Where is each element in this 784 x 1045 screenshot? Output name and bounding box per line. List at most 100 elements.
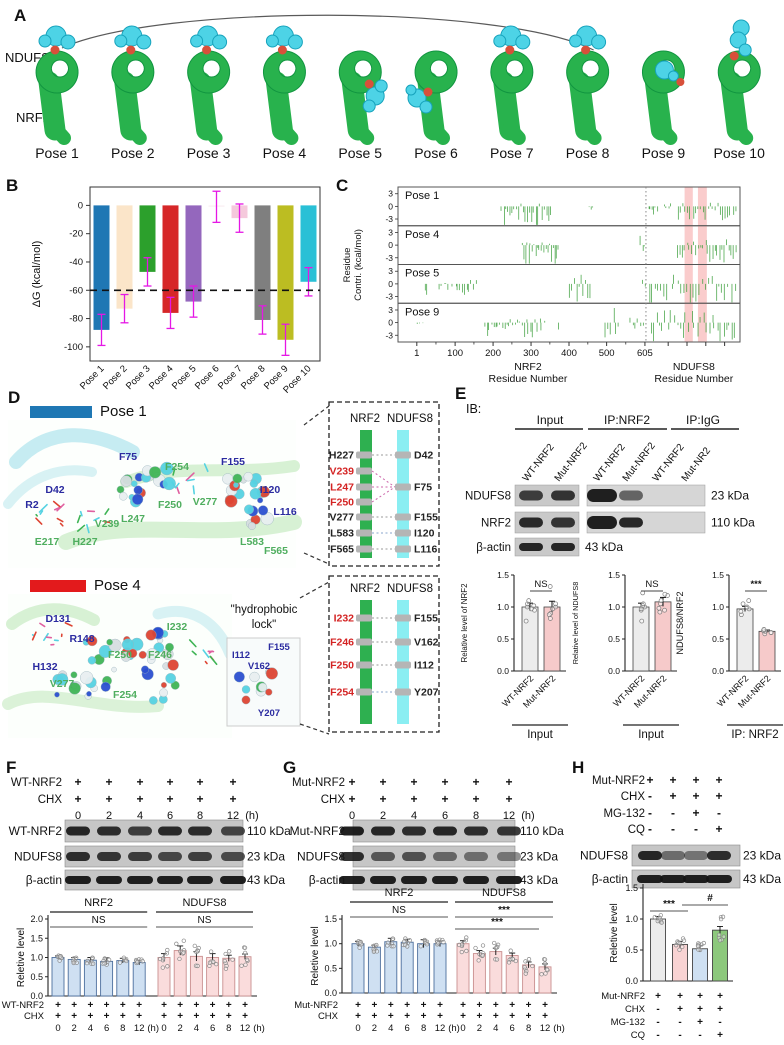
- pose1-legend-label: Pose 1: [100, 403, 147, 420]
- svg-text:-: -: [656, 1004, 659, 1015]
- svg-text:Residue Number: Residue Number: [654, 373, 733, 385]
- svg-text:+: +: [104, 1011, 110, 1022]
- bar: [189, 955, 203, 997]
- svg-text:43 kDa: 43 kDa: [520, 873, 558, 887]
- svg-text:+: +: [697, 991, 703, 1002]
- svg-text:+: +: [355, 1011, 361, 1022]
- svg-text:1.0: 1.0: [30, 953, 43, 963]
- svg-text:6: 6: [510, 1023, 515, 1034]
- svg-text:NS: NS: [92, 915, 106, 926]
- svg-text:-3: -3: [385, 330, 393, 340]
- svg-text:(h): (h): [245, 810, 258, 822]
- svg-text:6: 6: [442, 810, 448, 822]
- svg-text:0.5: 0.5: [625, 945, 638, 955]
- svg-text:I112: I112: [414, 660, 434, 672]
- svg-text:+: +: [472, 775, 479, 789]
- svg-text:-3: -3: [385, 292, 393, 302]
- svg-text:F75: F75: [414, 482, 432, 494]
- svg-text:Mut-NRF2: Mut-NRF2: [290, 824, 346, 838]
- svg-text:Reletive level: Reletive level: [310, 926, 321, 985]
- svg-text:F155: F155: [414, 613, 438, 625]
- svg-text:+: +: [421, 1011, 427, 1022]
- bar: [116, 205, 133, 309]
- svg-text:V277: V277: [193, 496, 218, 508]
- svg-text:0.0: 0.0: [712, 666, 724, 676]
- pose-figure: [35, 25, 79, 145]
- svg-text:L247: L247: [330, 482, 354, 494]
- svg-text:NDUFS8: NDUFS8: [182, 897, 226, 909]
- svg-text:***: ***: [491, 917, 503, 928]
- svg-text:+: +: [542, 1000, 548, 1011]
- svg-text:***: ***: [663, 899, 675, 910]
- svg-text:(h): (h): [448, 1023, 460, 1034]
- blot-strip: [64, 869, 244, 891]
- bar: [543, 606, 561, 672]
- svg-text:+: +: [177, 1011, 183, 1022]
- bar: [654, 601, 672, 672]
- svg-text:0: 0: [355, 1023, 360, 1034]
- svg-text:1.5: 1.5: [324, 914, 337, 924]
- svg-text:+: +: [509, 1000, 515, 1011]
- svg-text:Pose 1: Pose 1: [405, 190, 439, 202]
- svg-text:+: +: [717, 991, 723, 1002]
- svg-text:8: 8: [473, 810, 479, 822]
- svg-text:100: 100: [447, 348, 463, 359]
- panel-label-h: H: [572, 758, 585, 777]
- bar: [417, 943, 431, 994]
- svg-text:+: +: [505, 792, 512, 806]
- svg-text:+: +: [210, 1000, 216, 1011]
- svg-text:1.5: 1.5: [712, 570, 724, 580]
- pose1-pairing-diagram: NRF2 NDUFS8 H227 V239 L247 F250 V277 L583 F565 D4…: [328, 401, 440, 567]
- svg-text:-: -: [648, 822, 652, 836]
- svg-text:+: +: [437, 1000, 443, 1011]
- pose-figure: [717, 19, 761, 145]
- svg-text:6: 6: [210, 1023, 215, 1034]
- svg-text:43 kDa: 43 kDa: [743, 872, 781, 886]
- svg-text:NRF2: NRF2: [350, 583, 380, 595]
- svg-text:***: ***: [498, 905, 510, 916]
- svg-text:3: 3: [388, 305, 393, 315]
- svg-text:NDUFS8: NDUFS8: [387, 583, 433, 595]
- svg-text:0.5: 0.5: [324, 963, 337, 973]
- svg-text:D42: D42: [45, 484, 64, 496]
- panel-d-hydrophobic-lock: I112 F155 V162 Y207: [226, 637, 301, 727]
- pose-figure: [405, 50, 458, 145]
- svg-text:-: -: [678, 1017, 681, 1028]
- svg-text:Contri. (kcal/mol): Contri. (kcal/mol): [353, 229, 364, 301]
- svg-text:V162: V162: [248, 661, 270, 672]
- svg-text:+: +: [476, 1011, 482, 1022]
- svg-text:12: 12: [435, 1023, 446, 1034]
- svg-text:I112: I112: [232, 650, 250, 661]
- svg-text:110 kDa: 110 kDa: [247, 824, 291, 838]
- svg-text:Pose 6: Pose 6: [414, 145, 458, 161]
- svg-text:-: -: [671, 822, 675, 836]
- svg-text:V277: V277: [50, 678, 75, 690]
- svg-text:2: 2: [106, 810, 112, 822]
- svg-text:Pose 8: Pose 8: [566, 145, 610, 161]
- svg-text:500: 500: [599, 348, 615, 359]
- svg-text:1.0: 1.0: [712, 602, 724, 612]
- svg-text:WT-NRF2: WT-NRF2: [11, 777, 62, 789]
- svg-text:0: 0: [349, 810, 355, 822]
- svg-text:F565: F565: [264, 545, 288, 557]
- svg-text:Pose 4: Pose 4: [147, 363, 176, 392]
- svg-text:110 kDa: 110 kDa: [711, 516, 755, 530]
- bar: [650, 918, 666, 982]
- svg-text:12: 12: [240, 1023, 251, 1034]
- svg-text:1.0: 1.0: [324, 939, 337, 949]
- pose-figure: [566, 25, 610, 145]
- svg-text:-20: -20: [69, 229, 83, 240]
- bar: [400, 941, 414, 994]
- svg-text:4: 4: [493, 1023, 498, 1034]
- hydrophobic-lock-title-1: "hydrophobic: [230, 604, 298, 616]
- svg-text:4: 4: [411, 810, 417, 822]
- svg-text:+: +: [242, 1011, 248, 1022]
- svg-text:0: 0: [388, 201, 393, 211]
- svg-text:43 kDa: 43 kDa: [247, 873, 285, 887]
- svg-text:12: 12: [503, 810, 515, 822]
- bar: [116, 960, 130, 997]
- svg-text:+: +: [348, 775, 355, 789]
- svg-text:***: ***: [750, 579, 761, 590]
- svg-text:+: +: [421, 1000, 427, 1011]
- svg-text:Pose 3: Pose 3: [187, 145, 231, 161]
